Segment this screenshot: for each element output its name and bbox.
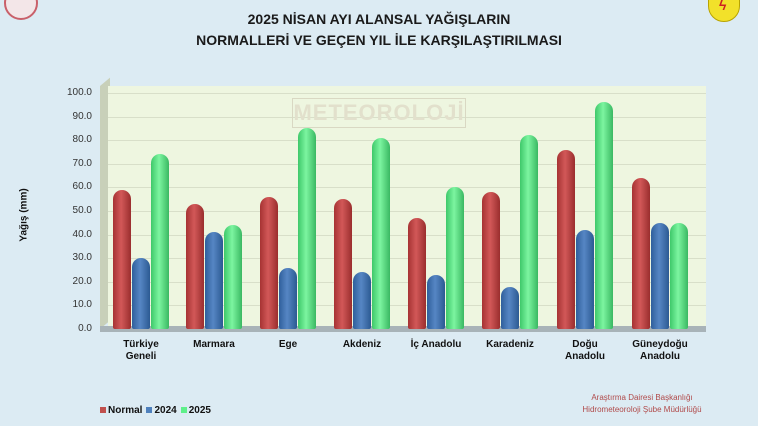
bar-normal	[334, 199, 352, 329]
bar-2024	[353, 272, 371, 329]
gridline	[108, 234, 706, 236]
y-tick: 20.0	[72, 275, 92, 287]
gridline	[108, 211, 706, 212]
bar-2025	[670, 222, 688, 329]
plot-floor	[100, 326, 706, 332]
gridline	[108, 305, 706, 307]
y-axis-label: Yağış (mm)	[18, 188, 30, 242]
credit-line1: Araştırma Dairesi Başkanlığı	[591, 393, 693, 402]
gridline	[108, 116, 706, 118]
y-tick: 30.0	[72, 252, 92, 264]
legend-swatch	[180, 407, 187, 413]
bar-2025	[595, 102, 613, 329]
watermark: METEOROLOJİ	[292, 98, 466, 128]
bar-2025	[520, 135, 538, 329]
bar-normal	[113, 189, 131, 329]
legend: Normal 2024 2025	[100, 405, 211, 416]
bar-2025	[298, 128, 316, 329]
gridline	[108, 281, 706, 283]
lightning-icon: ϟ	[719, 0, 727, 13]
bar-2024	[576, 229, 594, 329]
bar-2024	[205, 232, 223, 329]
x-tick-label: İç Anadolu	[410, 339, 462, 350]
y-tick: 10.0	[72, 299, 92, 311]
x-tick-label: Akdeniz	[342, 339, 382, 350]
legend-swatch	[100, 407, 106, 413]
credit-line2: Hidrometeoroloji Şube Müdürlüğü	[582, 405, 702, 414]
bar-normal	[482, 192, 500, 329]
x-tick-label: Marmara	[193, 339, 235, 350]
bar-2025	[224, 225, 242, 329]
x-tick-label: Doğu Anadolu	[565, 339, 605, 362]
gridline	[108, 187, 706, 189]
chart-title-line2: NORMALLERİ VE GEÇEN YIL İLE KARŞILAŞTIRI…	[196, 32, 562, 48]
bar-2024	[651, 222, 669, 329]
y-tick: 80.0	[72, 134, 92, 146]
gridline	[108, 163, 706, 165]
bar-2025	[446, 187, 464, 329]
y-tick: 70.0	[72, 157, 92, 169]
x-tick-label: Ege	[278, 339, 298, 350]
bar-2024	[279, 267, 297, 329]
bar-2024	[132, 258, 150, 329]
bar-2025	[372, 137, 390, 329]
y-tick: 0.0	[78, 323, 92, 334]
legend-swatch	[146, 407, 153, 413]
bar-2024	[501, 286, 519, 329]
bar-normal	[557, 149, 575, 329]
y-tick: 60.0	[72, 181, 92, 193]
bar-normal	[408, 218, 426, 329]
y-tick: 100.0	[66, 87, 92, 98]
bar-2024	[427, 274, 445, 329]
gridline	[108, 140, 706, 142]
y-tick: 50.0	[72, 205, 92, 216]
y-tick: 90.0	[72, 110, 92, 122]
x-tick-label: Karadeniz	[486, 339, 534, 350]
chart-title-line1: 2025 NİSAN AYI ALANSAL YAĞIŞLARIN	[247, 11, 511, 27]
x-tick-label: Güneydoğu Anadolu	[632, 339, 688, 362]
legend-item: 2024	[146, 405, 177, 416]
y-tick: 40.0	[72, 228, 92, 240]
credit: Araştırma Dairesi Başkanlığı Hidrometeor…	[532, 392, 752, 416]
gridline	[108, 93, 706, 94]
legend-item: Normal	[100, 405, 142, 416]
x-tick-label: Türkiye Geneli	[123, 339, 159, 362]
gridline	[108, 258, 706, 260]
bar-2025	[151, 154, 169, 329]
bar-normal	[260, 196, 278, 329]
bar-normal	[632, 177, 650, 329]
legend-item: 2025	[180, 405, 211, 416]
bar-normal	[186, 203, 204, 329]
